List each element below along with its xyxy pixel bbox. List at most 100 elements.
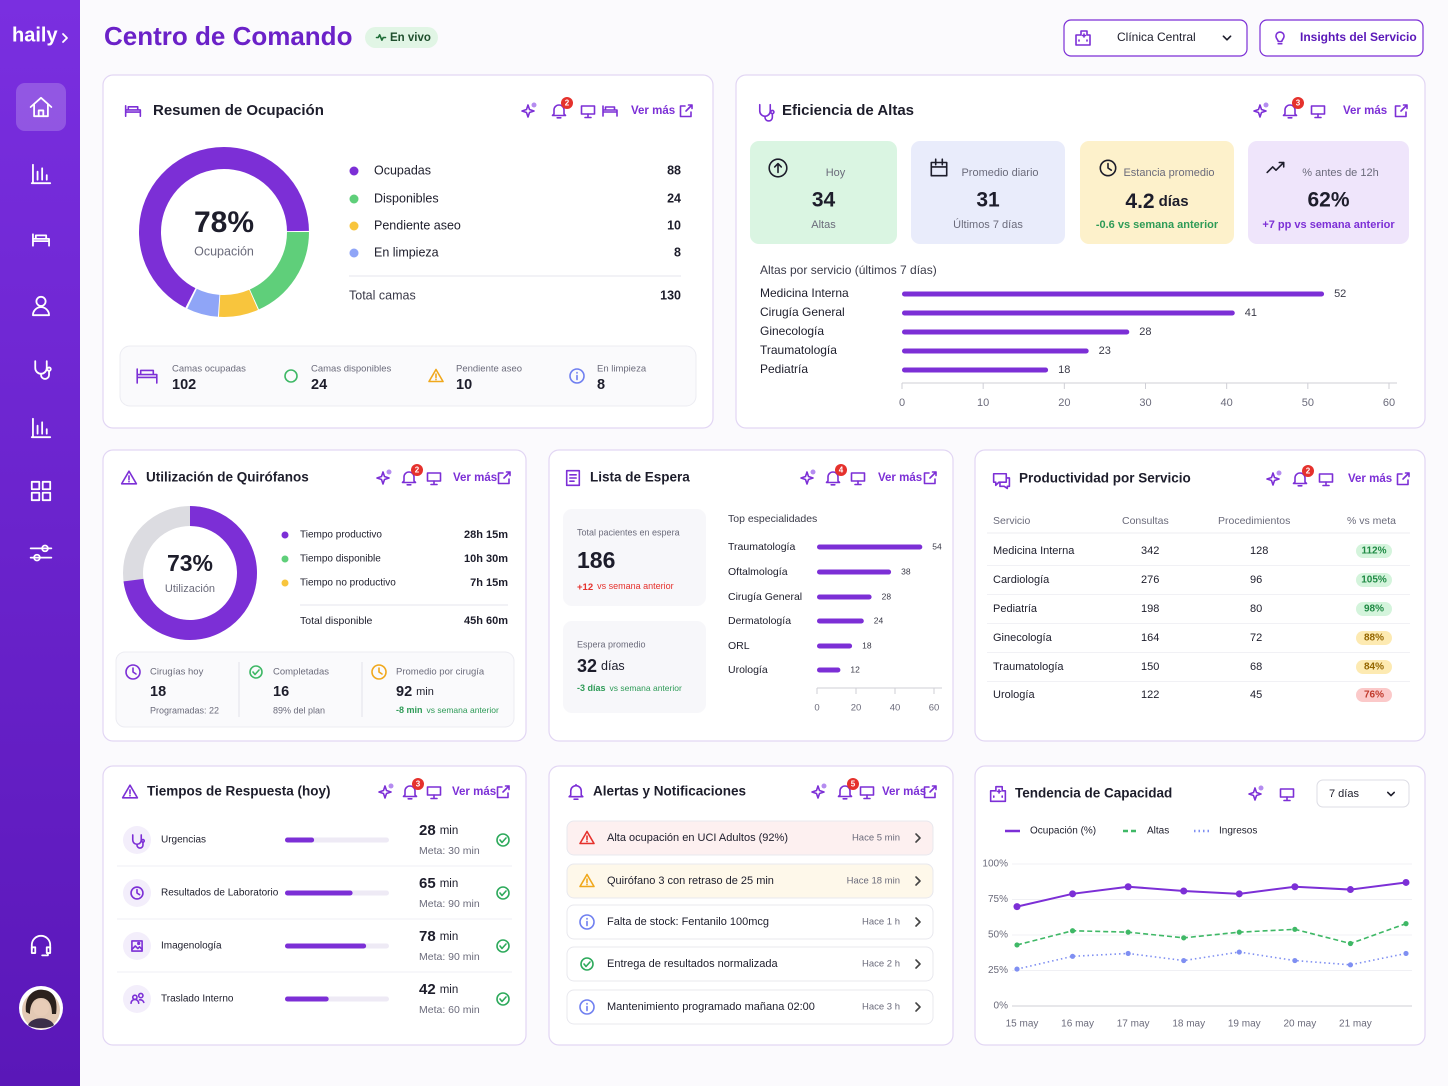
icon-monitor[interactable] [426, 472, 442, 486]
stat-value: 32 días [577, 656, 625, 676]
alert-row[interactable] [566, 989, 934, 1025]
icon-sparkle[interactable] [376, 469, 392, 485]
clinic-select[interactable] [1063, 19, 1248, 57]
alert-row[interactable] [566, 946, 934, 982]
icon-info [579, 914, 595, 930]
icon-stroke [915, 1002, 921, 1012]
icon-image [131, 940, 143, 952]
row-value-part: 65 [419, 875, 436, 892]
icon-monitor[interactable] [580, 105, 596, 119]
see-more[interactable]: Ver más [1343, 105, 1387, 117]
alert-time: Hace 5 min [852, 833, 900, 844]
icon-bed[interactable] [602, 105, 618, 117]
row-value: 65 min [419, 875, 458, 892]
icon-grid[interactable] [30, 480, 52, 502]
icon-stroke [764, 113, 774, 122]
chart-title: Altas por servicio (últimos 7 días) [760, 263, 937, 277]
icon-bars[interactable] [30, 417, 52, 439]
icon-stroke [496, 886, 510, 900]
range-select[interactable] [1316, 779, 1410, 808]
alert-row[interactable] [566, 904, 934, 940]
icon-sparkle[interactable] [1253, 102, 1269, 118]
insights-button[interactable] [1259, 19, 1424, 57]
icon-dot [1263, 102, 1269, 108]
badge-count: 3 [1296, 99, 1301, 108]
icon-sparkle[interactable] [1248, 785, 1264, 801]
bar [902, 310, 1235, 316]
icon-bell[interactable] [837, 785, 853, 800]
stats-box [115, 651, 515, 728]
icon-bell[interactable] [402, 785, 418, 800]
icon-user[interactable] [32, 295, 50, 317]
see-more[interactable]: Ver más [1348, 473, 1392, 485]
bar [817, 544, 923, 550]
icon-stroke [430, 480, 438, 486]
icon-stroke [1078, 33, 1088, 42]
alert-row[interactable] [566, 820, 934, 856]
icon-sparkle[interactable] [521, 102, 537, 118]
kpi-value: 62% [1307, 189, 1349, 212]
icon-bars[interactable] [30, 163, 52, 185]
icon-chev [915, 833, 921, 843]
icon-bed [124, 104, 142, 118]
icon-bell[interactable] [1282, 104, 1298, 119]
kpi-box [1080, 141, 1234, 244]
icon-monitor[interactable] [1318, 473, 1334, 487]
x-tick-label: 15 may [1006, 1019, 1039, 1030]
icon-monitor[interactable] [1310, 105, 1326, 119]
icon-monitor[interactable] [1279, 788, 1295, 802]
see-more[interactable]: Ver más [882, 786, 926, 798]
x-tick-label: 0 [814, 703, 819, 714]
icon-sparkle[interactable] [811, 783, 827, 799]
card [974, 765, 1426, 1046]
icon-headset[interactable] [30, 934, 52, 957]
stat-value-part: min [416, 686, 434, 698]
see-more[interactable]: Ver más [453, 472, 497, 484]
icon-sparkle[interactable] [800, 469, 816, 485]
icon-sparkle[interactable] [378, 783, 394, 799]
x-tick-label: 40 [1221, 397, 1233, 409]
icon-home[interactable] [29, 96, 53, 118]
icon-monitor[interactable] [859, 786, 875, 800]
icon-monitor[interactable] [850, 472, 866, 486]
icon-bed[interactable] [32, 233, 50, 247]
series-point [1346, 886, 1354, 894]
icon-sparkle[interactable] [1266, 470, 1282, 486]
alert-row[interactable] [566, 863, 934, 899]
bar-category: Medicina Interna [760, 286, 849, 300]
icon-stroke [999, 477, 1011, 490]
see-more[interactable]: Ver más [631, 105, 675, 117]
icon-stroke [568, 784, 584, 798]
icon-bell[interactable] [825, 471, 841, 486]
icon-monitor[interactable] [426, 786, 442, 800]
stat-label: Pendiente aseo [456, 364, 522, 375]
icon-bell[interactable] [551, 104, 567, 119]
icon-stroke [811, 785, 825, 799]
icon-stroke [428, 368, 444, 383]
icon-bell[interactable] [1292, 472, 1308, 487]
avatar-head [33, 1000, 49, 1016]
icon-stroke [62, 33, 68, 43]
icon-info [569, 368, 585, 384]
stat-label: Cirugías hoy [150, 667, 204, 678]
series-point [1347, 962, 1354, 968]
icon-stroke [30, 491, 41, 502]
see-more[interactable]: Ver más [878, 472, 922, 484]
icon-stroke [854, 480, 862, 486]
icon-bell[interactable] [401, 471, 417, 486]
alert-text: Entrega de resultados normalizada [607, 958, 778, 970]
icon-sliders[interactable] [29, 544, 53, 562]
icon-stroke [800, 471, 814, 485]
series-point [1014, 942, 1020, 948]
card-title: Resumen de Ocupación [153, 102, 324, 119]
icon-stroke [579, 999, 595, 1015]
see-more[interactable]: Ver más [452, 786, 496, 798]
legend-value: 24 [667, 191, 681, 205]
icon-stroke [426, 786, 442, 796]
stat-value: 102 [172, 377, 196, 393]
meta-value: 76% [1364, 690, 1384, 701]
series-point [1069, 890, 1077, 898]
icon-chev [915, 959, 921, 969]
bar-category: Ginecología [760, 324, 824, 338]
icon-steth[interactable] [34, 360, 52, 380]
